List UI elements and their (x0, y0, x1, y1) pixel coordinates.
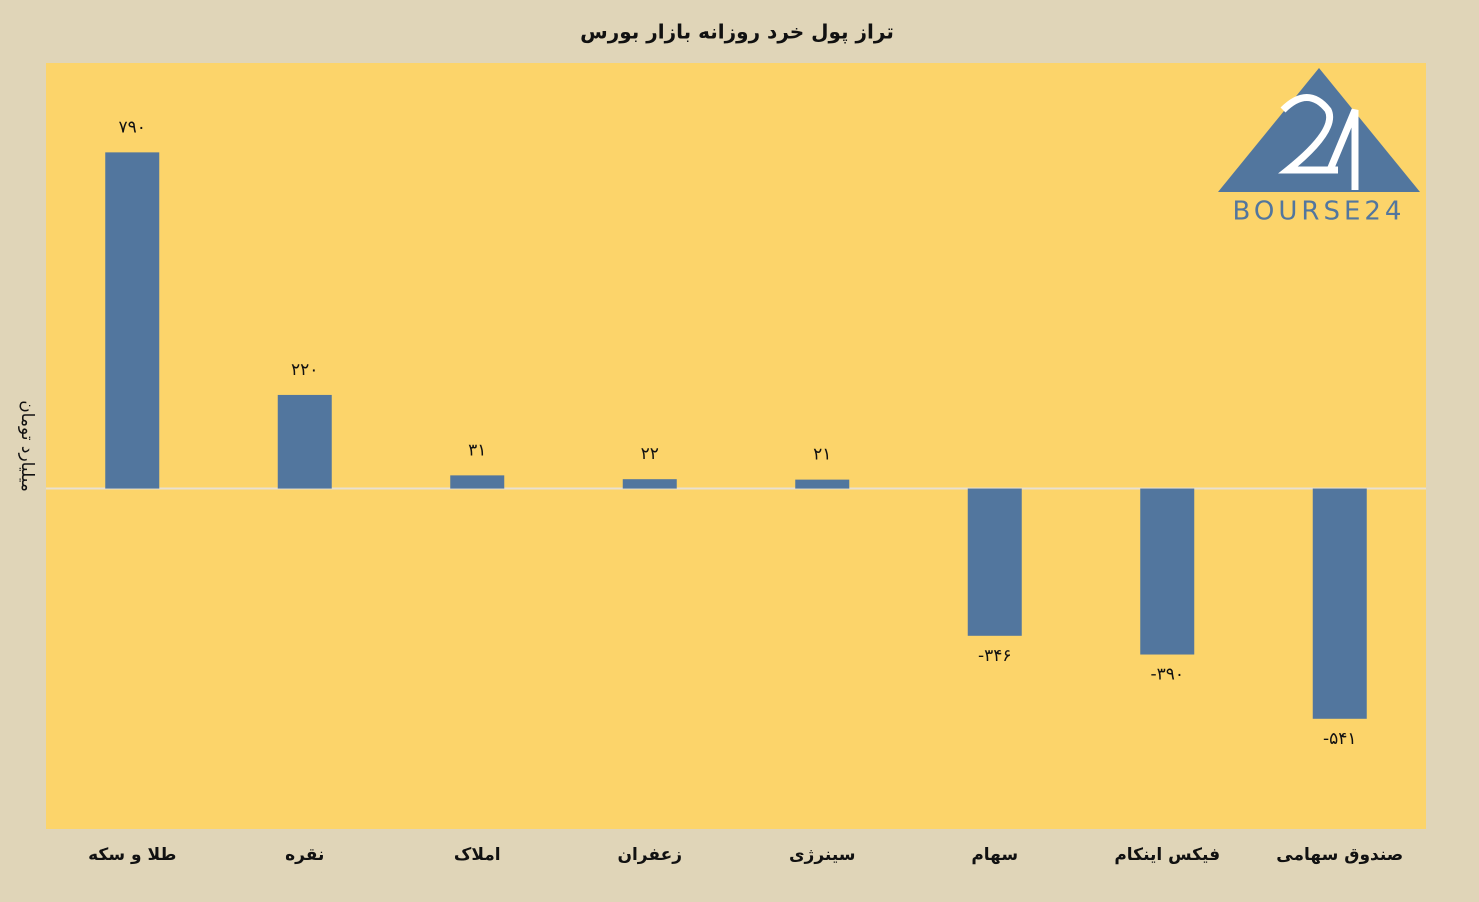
bar (105, 152, 160, 489)
logo-triangle (1218, 68, 1420, 192)
bar (1140, 488, 1195, 655)
x-tick-label: صندوق سهامی (1276, 845, 1403, 865)
bar (795, 479, 850, 489)
value-label: -۳۹۰ (1150, 665, 1184, 685)
bar (1312, 488, 1367, 719)
bar (622, 479, 677, 489)
x-tick-label: املاک (454, 845, 501, 865)
logo: BOURSE24 (1218, 68, 1420, 227)
bar (277, 394, 332, 489)
logo-text: BOURSE24 (1233, 197, 1406, 227)
value-label: ۳۱ (468, 440, 486, 460)
bar (450, 475, 505, 489)
y-axis-label: میلیارد تومان (17, 400, 37, 492)
logo-digits (1278, 94, 1359, 190)
value-label: ۲۲۰ (291, 360, 318, 380)
x-tick-label: سینرژی (789, 845, 856, 865)
x-tick-label: نقره (285, 845, 324, 865)
x-tick-label: طلا و سکه (88, 845, 176, 865)
chart-title: تراز پول خرد روزانه بازار بورس (580, 20, 894, 45)
value-label: ۲۱ (813, 445, 831, 465)
x-tick-label: زعفران (617, 845, 682, 865)
value-label: ۲۲ (641, 444, 659, 464)
value-label: -۳۴۶ (978, 646, 1012, 666)
bar (967, 488, 1022, 636)
value-label: ۷۹۰ (119, 117, 146, 137)
plot-area (46, 63, 1426, 829)
value-label: -۵۴۱ (1323, 729, 1357, 749)
x-tick-label: سهام (971, 845, 1018, 865)
x-tick-label: فیکس اینکام (1114, 845, 1220, 865)
